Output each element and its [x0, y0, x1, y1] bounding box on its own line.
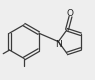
- Text: N: N: [55, 40, 62, 49]
- Text: O: O: [66, 9, 73, 18]
